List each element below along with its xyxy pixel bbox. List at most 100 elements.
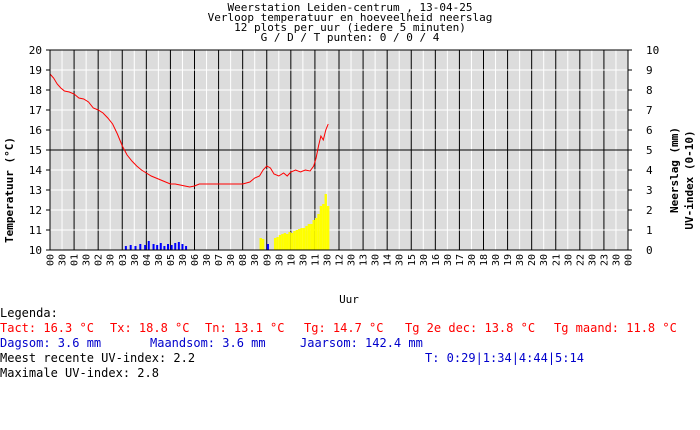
legend-tx: Tx: 18.8 °C — [110, 321, 190, 335]
left-tick-label: 18 — [29, 84, 42, 97]
uv-bar — [259, 238, 262, 250]
uv-bar — [312, 220, 315, 250]
legend-heading: Legenda: — [0, 306, 58, 320]
left-tick-label: 12 — [29, 204, 42, 217]
uv-bar — [302, 228, 306, 250]
x-half-hour-tick-label: 30 — [587, 254, 598, 266]
y-axis-label-left: Temperatuur (°C) — [3, 137, 16, 243]
uv-bar — [317, 214, 320, 250]
left-tick-label: 16 — [29, 124, 42, 137]
precipitation-bar — [170, 245, 173, 250]
x-half-hour-tick-label: 30 — [178, 254, 189, 266]
x-hour-tick-label: 18 — [479, 254, 490, 266]
left-tick-label: 14 — [29, 164, 43, 177]
uv-bar — [310, 224, 313, 250]
uv-bar — [273, 238, 277, 250]
x-half-hour-tick-label: 30 — [611, 254, 622, 266]
x-hour-tick-label: 07 — [214, 254, 225, 266]
left-tick-label: 13 — [29, 184, 42, 197]
temperature-precipitation-chart: Weerstation Leiden-centrum , 13-04-25Ver… — [3, 1, 696, 306]
precipitation-bar — [144, 245, 147, 250]
x-half-hour-tick-label: 30 — [106, 254, 117, 266]
uv-bar — [283, 233, 287, 250]
uv-bar — [319, 206, 323, 250]
right-tick-label: 8 — [646, 84, 653, 97]
x-hour-tick-label: 13 — [359, 254, 370, 266]
uv-bar — [293, 231, 296, 250]
x-hour-tick-label: 15 — [407, 254, 418, 266]
precipitation-bar — [181, 244, 184, 250]
x-half-hour-tick-label: 30 — [371, 254, 382, 266]
left-tick-label: 20 — [29, 44, 42, 57]
uv-bar — [295, 230, 299, 250]
legend: Legenda: Tact: 16.3 °C Tx: 18.8 °C Tn: 1… — [0, 306, 700, 381]
x-hour-tick-label: 20 — [527, 254, 538, 266]
legend-tg-maand: Tg maand: 11.8 °C — [554, 321, 677, 335]
right-tick-label: 10 — [646, 44, 659, 57]
right-tick-label: 7 — [646, 104, 653, 117]
legend-tg: Tg: 14.7 °C — [304, 321, 384, 335]
legend-t-times: T: 0:29|1:34|4:44|5:14 — [425, 351, 584, 365]
x-hour-tick-label: 01 — [70, 254, 81, 266]
precipitation-bar — [139, 244, 142, 250]
uv-bar — [278, 235, 282, 250]
left-tick-label: 19 — [29, 64, 42, 77]
uv-bar — [286, 234, 289, 250]
x-half-hour-tick-label: 30 — [395, 254, 406, 266]
legend-jaarsom: Jaarsom: 142.4 mm — [300, 336, 423, 350]
chart-title-line: Weerstation Leiden-centrum , 13-04-25 — [227, 1, 472, 14]
x-hour-tick-label: 02 — [94, 254, 105, 266]
x-half-hour-tick-label: 30 — [563, 254, 574, 266]
x-half-hour-tick-label: 30 — [154, 254, 165, 266]
right-tick-label: 6 — [646, 124, 653, 137]
x-half-hour-tick-label: 30 — [515, 254, 526, 266]
temperature-line — [49, 73, 329, 188]
uv-bar — [261, 239, 265, 250]
left-tick-label: 10 — [29, 244, 42, 257]
x-hour-tick-label: 00 — [624, 254, 635, 266]
x-hour-tick-label: 03 — [118, 254, 129, 266]
uv-bar — [276, 237, 279, 250]
x-half-hour-tick-label: 30 — [274, 254, 285, 266]
x-half-hour-tick-label: 30 — [130, 254, 141, 266]
x-half-hour-tick-label: 30 — [322, 254, 333, 266]
x-half-hour-tick-label: 30 — [82, 254, 93, 266]
precipitation-bar — [159, 243, 162, 250]
legend-dagsom: Dagsom: 3.6 mm — [0, 336, 102, 350]
precipitation-bar — [167, 244, 170, 250]
x-hour-tick-label: 11 — [310, 254, 321, 266]
precipitation-bar — [124, 246, 127, 250]
uv-bar — [298, 229, 301, 250]
uv-bar — [322, 204, 325, 250]
x-half-hour-tick-label: 30 — [58, 254, 69, 266]
precipitation-bar — [134, 246, 137, 250]
uv-bar — [326, 206, 330, 250]
x-hour-tick-label: 06 — [190, 254, 201, 266]
x-half-hour-tick-label: 30 — [419, 254, 430, 266]
x-hour-tick-label: 19 — [503, 254, 514, 266]
legend-tn: Tn: 13.1 °C — [205, 321, 285, 335]
precipitation-bar — [163, 246, 166, 250]
uv-bar — [305, 226, 308, 250]
x-half-hour-tick-label: 30 — [539, 254, 550, 266]
right-tick-label: 4 — [646, 164, 653, 177]
x-hour-tick-label: 23 — [599, 254, 610, 266]
x-half-hour-tick-label: 30 — [250, 254, 261, 266]
precipitation-bar — [147, 241, 150, 250]
x-half-hour-tick-label: 30 — [347, 254, 358, 266]
precipitation-bar — [129, 245, 132, 250]
x-half-hour-tick-label: 30 — [491, 254, 502, 266]
legend-uv-max: Maximale UV-index: 2.8 — [0, 366, 159, 380]
legend-uv-recent: Meest recente UV-index: 2.2 — [0, 351, 196, 365]
x-axis-label: Uur — [339, 293, 359, 306]
x-hour-tick-label: 22 — [575, 254, 586, 266]
right-tick-label: 1 — [646, 224, 653, 237]
x-half-hour-tick-label: 30 — [298, 254, 309, 266]
precipitation-bar — [185, 246, 188, 250]
x-hour-tick-label: 05 — [166, 254, 177, 266]
uv-bar — [288, 232, 291, 250]
left-tick-label: 17 — [29, 104, 42, 117]
x-hour-tick-label: 04 — [142, 254, 153, 266]
right-tick-label: 5 — [646, 144, 653, 157]
